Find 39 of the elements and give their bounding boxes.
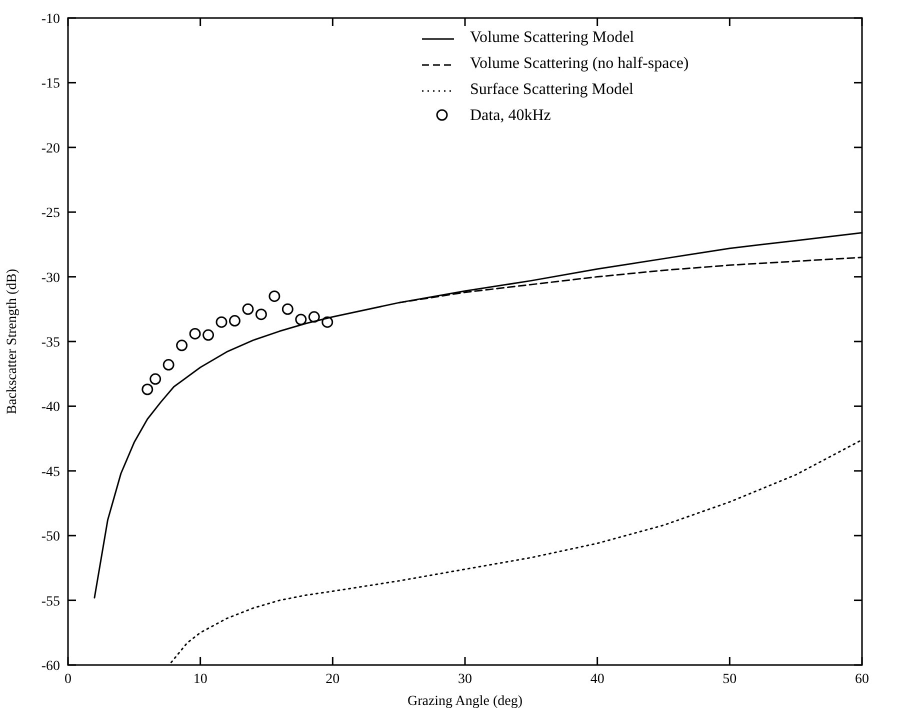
point [176,340,188,352]
point [322,316,334,328]
y-tick-label: -30 [41,270,60,286]
legend-label: Data, 40kHz [470,107,551,124]
y-tick-label: -45 [41,464,60,480]
x-tick-label: 60 [855,672,869,687]
legend-label: Surface Scattering Model [470,81,634,98]
x-tick-label: 20 [326,672,340,687]
x-tick-label: 40 [590,672,604,687]
legend-label: Volume Scattering (no half-space) [470,55,689,72]
y-tick-label: -60 [41,659,60,674]
y-tick-label: -50 [41,530,60,545]
y-tick-label: -35 [41,336,60,350]
y-axis-title: Backscatter Strength (dB) [5,268,20,414]
x-tick-label: 10 [193,672,208,687]
y-tick-label: -20 [41,141,60,156]
x-axis-title: Grazing Angle (deg) [407,694,523,709]
point [228,315,240,327]
x-tick-label: 30 [458,672,472,687]
point [268,290,280,302]
x-tick-label: 50 [722,672,737,687]
point [282,303,294,315]
point [242,303,254,315]
legend-label: Volume Scattering Model [470,29,635,46]
point [308,311,320,323]
point [202,329,214,341]
point [189,328,201,340]
y-tick-label: -55 [41,594,60,610]
point [142,384,154,396]
point [162,359,174,371]
y-tick-label: -10 [41,12,60,27]
point [255,308,267,320]
point [216,316,228,328]
y-tick-label: -40 [41,400,60,416]
point [295,314,307,326]
y-tick-label: -15 [41,76,60,92]
y-tick-label: -25 [41,206,60,222]
x-tick-label: 0 [64,672,72,687]
point [150,373,162,385]
